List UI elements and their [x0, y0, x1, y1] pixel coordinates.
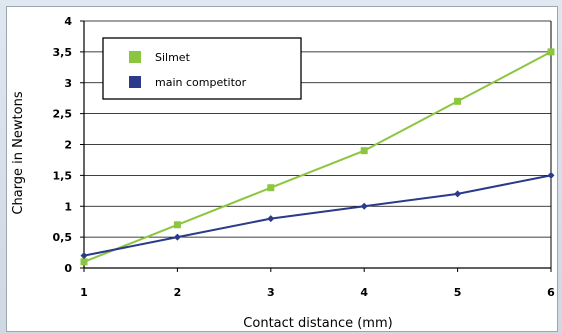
data-point-main-competitor: [360, 202, 368, 210]
legend-swatch: [129, 51, 141, 63]
data-point-silmet: [173, 221, 181, 229]
x-tick-label: 2: [174, 286, 182, 299]
x-tick-label: 5: [454, 286, 462, 299]
x-tick-label: 1: [80, 286, 88, 299]
legend-label: main competitor: [155, 76, 247, 89]
axes: [80, 20, 552, 272]
y-tick-label: 1,5: [53, 169, 73, 182]
y-tick-label: 0: [64, 262, 72, 275]
y-tick-label: 1: [64, 200, 72, 213]
y-tick-label: 0,5: [53, 231, 73, 244]
x-tick-label: 3: [267, 286, 275, 299]
legend-box: [102, 37, 302, 100]
data-point-silmet: [547, 48, 555, 56]
y-tick-label: 3,5: [53, 46, 73, 59]
data-point-silmet: [454, 97, 462, 105]
y-tick-label: 2: [64, 139, 72, 152]
data-point-silmet: [267, 184, 275, 192]
x-tick-label: 6: [547, 286, 555, 299]
data-point-main-competitor: [267, 215, 275, 223]
series-line-main-competitor: [83, 174, 552, 257]
legend-swatch: [129, 76, 141, 88]
series-layer: [80, 48, 555, 266]
legend: Silmet main competitor: [102, 37, 302, 100]
data-point-main-competitor: [454, 190, 462, 198]
x-tick-label: 4: [360, 286, 368, 299]
legend-label: Silmet: [155, 51, 191, 64]
y-tick-label: 3: [64, 77, 72, 90]
y-tick-label: 4: [64, 15, 72, 28]
data-point-main-competitor: [80, 252, 88, 260]
x-axis-title: Contact distance (mm): [243, 316, 392, 331]
data-point-silmet: [360, 147, 368, 155]
y-tick-label: 2,5: [53, 108, 73, 121]
series-line-silmet: [83, 50, 552, 263]
data-point-main-competitor: [173, 233, 181, 241]
gridlines: [84, 20, 551, 238]
data-point-silmet: [80, 258, 88, 266]
y-tick-labels: 0 0,5 1 1,5 2 2,5 3 3,5 4: [53, 15, 73, 275]
x-tick-labels: 1 2 3 4 5 6: [80, 286, 555, 299]
data-point-main-competitor: [547, 171, 555, 179]
y-axis-title: Charge in Newtons: [11, 91, 26, 214]
